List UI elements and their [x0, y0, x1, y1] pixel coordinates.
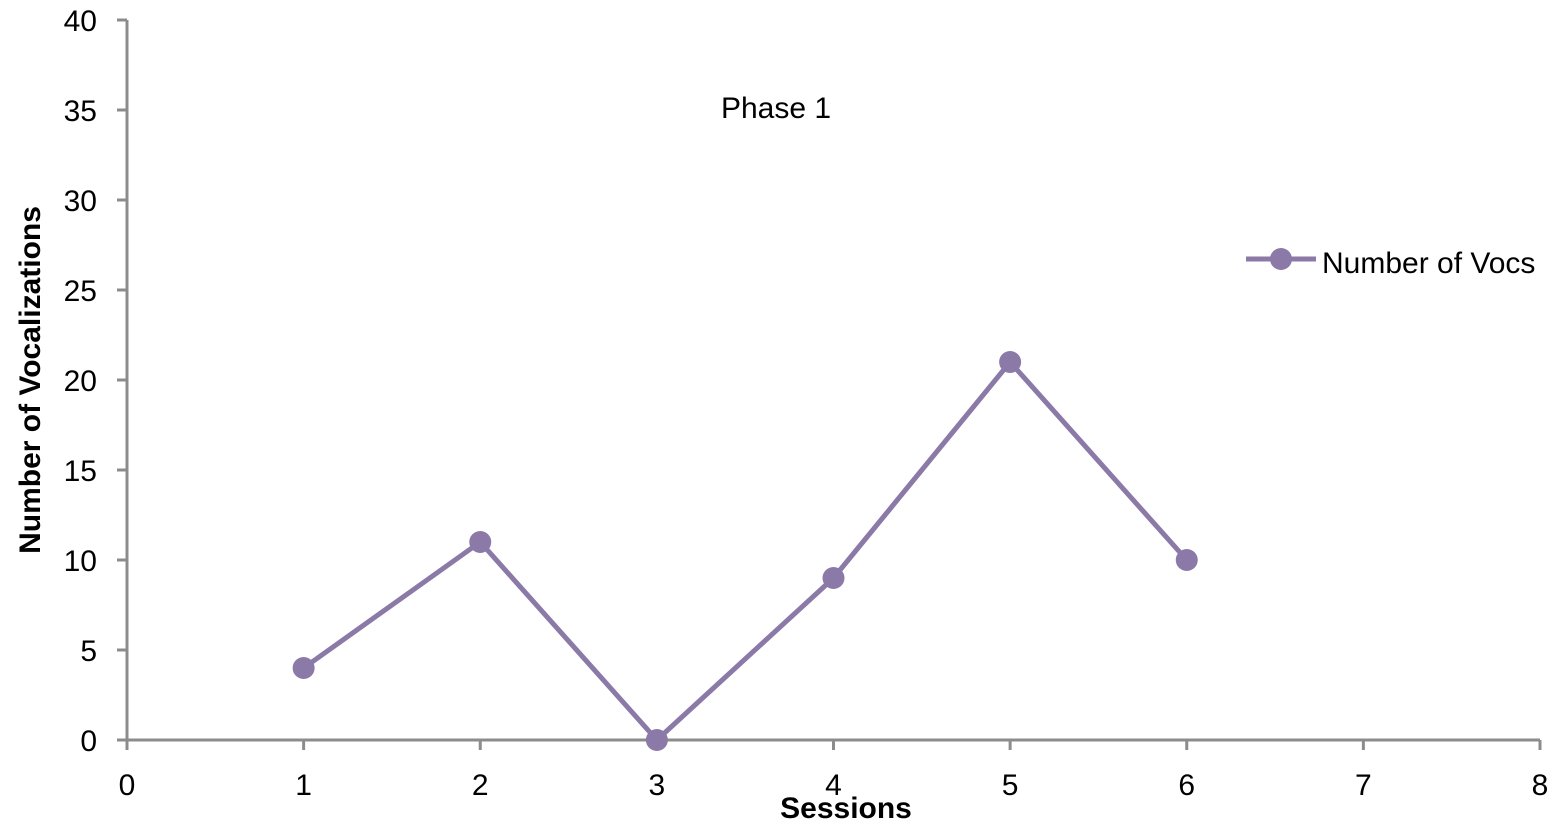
x-tick-label: 5 [1002, 769, 1019, 802]
phase-annotation: Phase 1 [721, 92, 831, 125]
axes [117, 18, 1542, 750]
data-point [645, 729, 668, 751]
x-tick-label: 1 [295, 769, 312, 802]
data-point [1175, 549, 1198, 571]
series-layer [292, 351, 1198, 751]
y-tick-label: 25 [64, 275, 97, 308]
x-axis-title: Sessions [780, 792, 912, 825]
y-axis-title: Number of Vocalizations [14, 206, 47, 554]
y-tick-label: 40 [64, 5, 97, 38]
tick-labels: 0 5 10 15 20 25 30 35 40 0 1 2 3 4 5 6 7 8 [64, 5, 1549, 802]
x-tick-label: 7 [1355, 769, 1372, 802]
data-point [292, 657, 315, 679]
y-tick-label: 10 [64, 545, 97, 578]
data-point [469, 531, 492, 553]
y-tick-label: 35 [64, 95, 97, 128]
y-tick-label: 20 [64, 365, 97, 398]
legend-label: Number of Vocs [1322, 247, 1535, 280]
y-tick-label: 30 [64, 185, 97, 218]
y-tick-label: 0 [80, 725, 97, 758]
y-tick-label: 15 [64, 455, 97, 488]
y-tick-label: 5 [80, 635, 97, 668]
data-point [822, 567, 845, 589]
x-tick-label: 3 [649, 769, 666, 802]
x-tick-label: 4 [825, 769, 842, 802]
x-tick-label: 8 [1532, 769, 1549, 802]
x-tick-label: 2 [472, 769, 489, 802]
legend: Number of Vocs [1246, 247, 1535, 280]
data-point [999, 351, 1022, 373]
legend-marker-swatch [1270, 248, 1292, 270]
x-tick-label: 0 [119, 769, 136, 802]
series-line [302, 359, 1189, 743]
x-tick-label: 6 [1178, 769, 1195, 802]
